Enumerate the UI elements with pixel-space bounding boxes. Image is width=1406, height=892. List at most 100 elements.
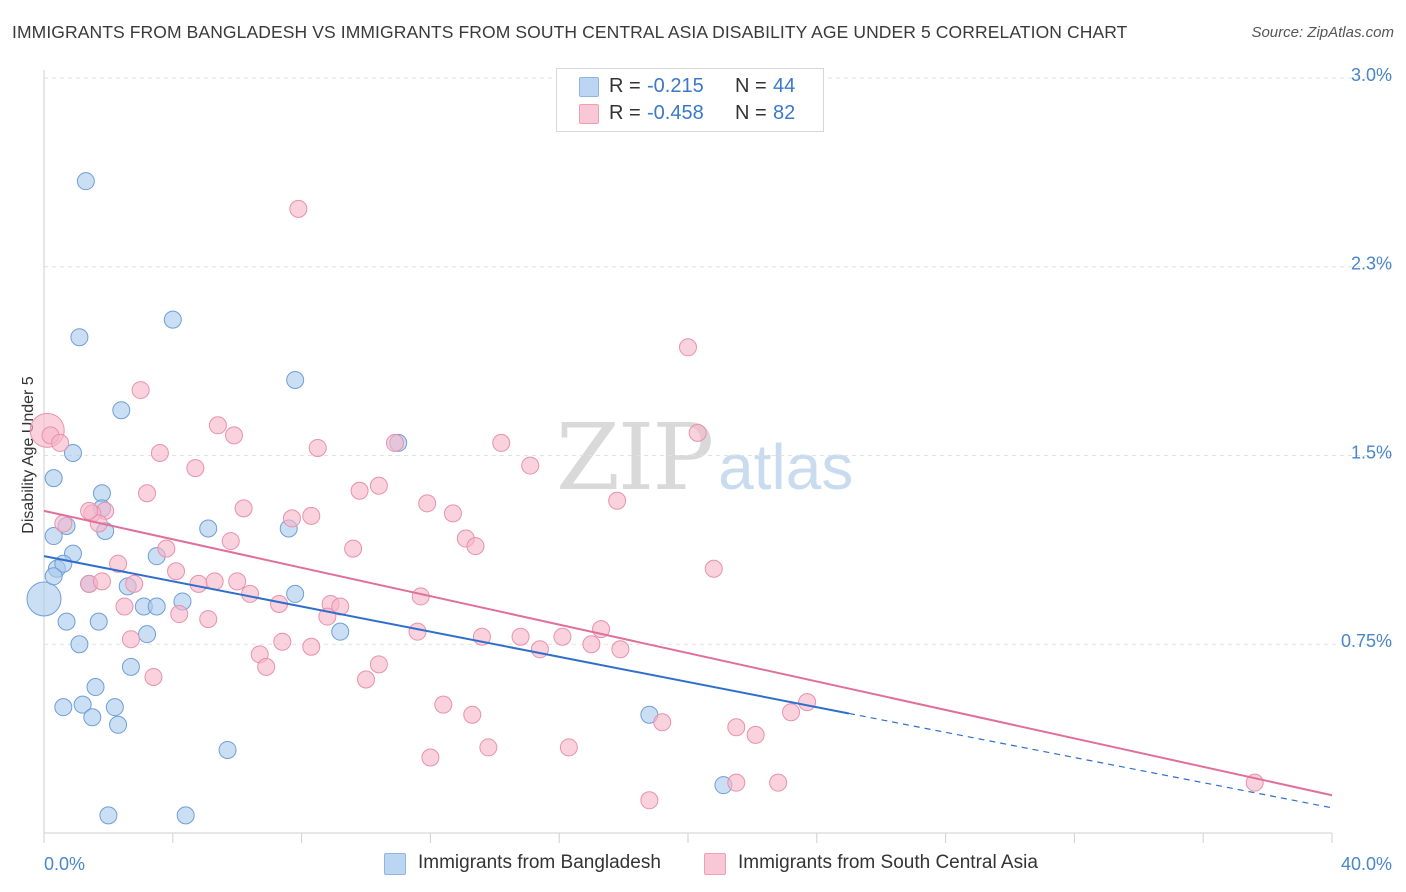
data-point <box>782 703 801 722</box>
data-point <box>688 423 707 442</box>
x-tick-label-max: 40.0% <box>1341 854 1392 874</box>
source-credit: Source: ZipAtlas.com <box>1251 24 1394 41</box>
data-point <box>608 491 627 510</box>
data-point <box>553 627 572 646</box>
data-point <box>746 725 765 744</box>
legend-n-value: 82 <box>773 102 796 124</box>
data-point <box>138 484 157 503</box>
trend-lines <box>43 509 1333 809</box>
data-point <box>302 506 321 525</box>
data-point <box>479 738 498 757</box>
data-point <box>282 509 301 528</box>
data-point <box>369 476 388 495</box>
data-point <box>411 587 430 606</box>
data-point <box>131 381 150 400</box>
data-point <box>421 748 440 767</box>
data-point <box>44 527 63 546</box>
series-bangladesh <box>26 172 733 825</box>
legend-swatch-bangladesh <box>579 77 599 97</box>
data-point <box>679 338 697 357</box>
data-point <box>511 627 530 646</box>
data-point <box>727 773 746 792</box>
data-point <box>344 539 363 558</box>
data-point <box>57 612 76 631</box>
data-point <box>89 612 108 631</box>
data-point <box>73 695 92 714</box>
bottom-legend-label-bangladesh: Immigrants from Bangladesh <box>418 852 661 873</box>
legend-r-label: R = <box>609 75 641 97</box>
data-point <box>70 328 89 347</box>
data-point <box>112 401 131 420</box>
data-point <box>170 605 189 624</box>
data-point <box>157 539 176 558</box>
data-point <box>26 581 62 617</box>
y-axis-title: Disability Age Under 5 <box>20 376 37 534</box>
data-point <box>138 625 157 644</box>
data-point <box>582 635 601 654</box>
data-point <box>199 610 218 629</box>
data-point <box>357 670 375 689</box>
y-tick-labels: 0.75% 1.5% 2.3% 3.0% <box>1341 65 1392 651</box>
data-point <box>463 705 482 724</box>
data-point <box>208 416 227 435</box>
legend-n-value: 44 <box>773 75 796 97</box>
chart-title: IMMIGRANTS FROM BANGLADESH VS IMMIGRANTS… <box>12 22 1128 42</box>
data-point <box>466 537 485 556</box>
data-point <box>241 584 260 603</box>
data-point <box>302 637 321 656</box>
data-point <box>70 635 89 654</box>
x-ticks <box>43 833 1333 843</box>
data-point <box>167 562 186 581</box>
data-point <box>83 708 102 727</box>
data-point <box>86 678 105 697</box>
data-point <box>51 433 70 452</box>
grid-lines <box>44 77 1392 645</box>
data-point <box>640 791 659 810</box>
data-point <box>704 559 723 578</box>
data-point <box>331 622 350 641</box>
data-point <box>205 572 224 591</box>
x-tick-labels: 0.0% 40.0% <box>44 854 1392 874</box>
data-point <box>653 713 672 732</box>
y-tick-label: 1.5% <box>1351 442 1392 462</box>
stats-legend: R = -0.215 N = 44 R = -0.458 N = 82 <box>556 68 824 132</box>
data-point <box>105 698 124 717</box>
data-point <box>44 567 63 586</box>
data-point <box>221 532 240 551</box>
data-point <box>286 584 305 603</box>
data-point <box>54 698 73 717</box>
data-point <box>63 443 82 462</box>
bottom-legend-swatch-bangladesh <box>384 853 406 875</box>
bottom-legend-swatch-south-central-asia <box>704 853 726 875</box>
legend-r-value: -0.215 <box>647 75 704 97</box>
data-point <box>121 657 140 676</box>
data-point <box>186 459 205 478</box>
legend-r-label: R = <box>609 102 641 124</box>
data-point <box>492 433 511 452</box>
y-tick-label: 2.3% <box>1351 254 1392 274</box>
data-point <box>228 572 247 591</box>
data-point <box>443 504 462 523</box>
data-point <box>54 514 73 533</box>
data-point <box>150 443 169 462</box>
data-point <box>350 481 369 500</box>
data-point <box>308 438 327 457</box>
data-point <box>286 371 305 389</box>
data-point <box>218 740 237 759</box>
data-point <box>176 806 195 825</box>
data-point <box>92 484 111 503</box>
data-point <box>189 574 208 593</box>
series-south-central-asia <box>29 199 1264 810</box>
data-point <box>727 718 746 737</box>
data-point <box>521 456 540 475</box>
data-point <box>92 572 111 591</box>
data-point <box>109 715 128 734</box>
y-tick-label: 0.75% <box>1341 631 1392 651</box>
data-point <box>611 640 630 659</box>
data-point <box>44 469 63 488</box>
legend-swatch-south-central-asia <box>579 104 599 124</box>
data-point <box>125 574 144 593</box>
axes <box>43 70 1332 834</box>
data-point <box>224 426 243 445</box>
legend-n-label: N = <box>735 75 767 97</box>
